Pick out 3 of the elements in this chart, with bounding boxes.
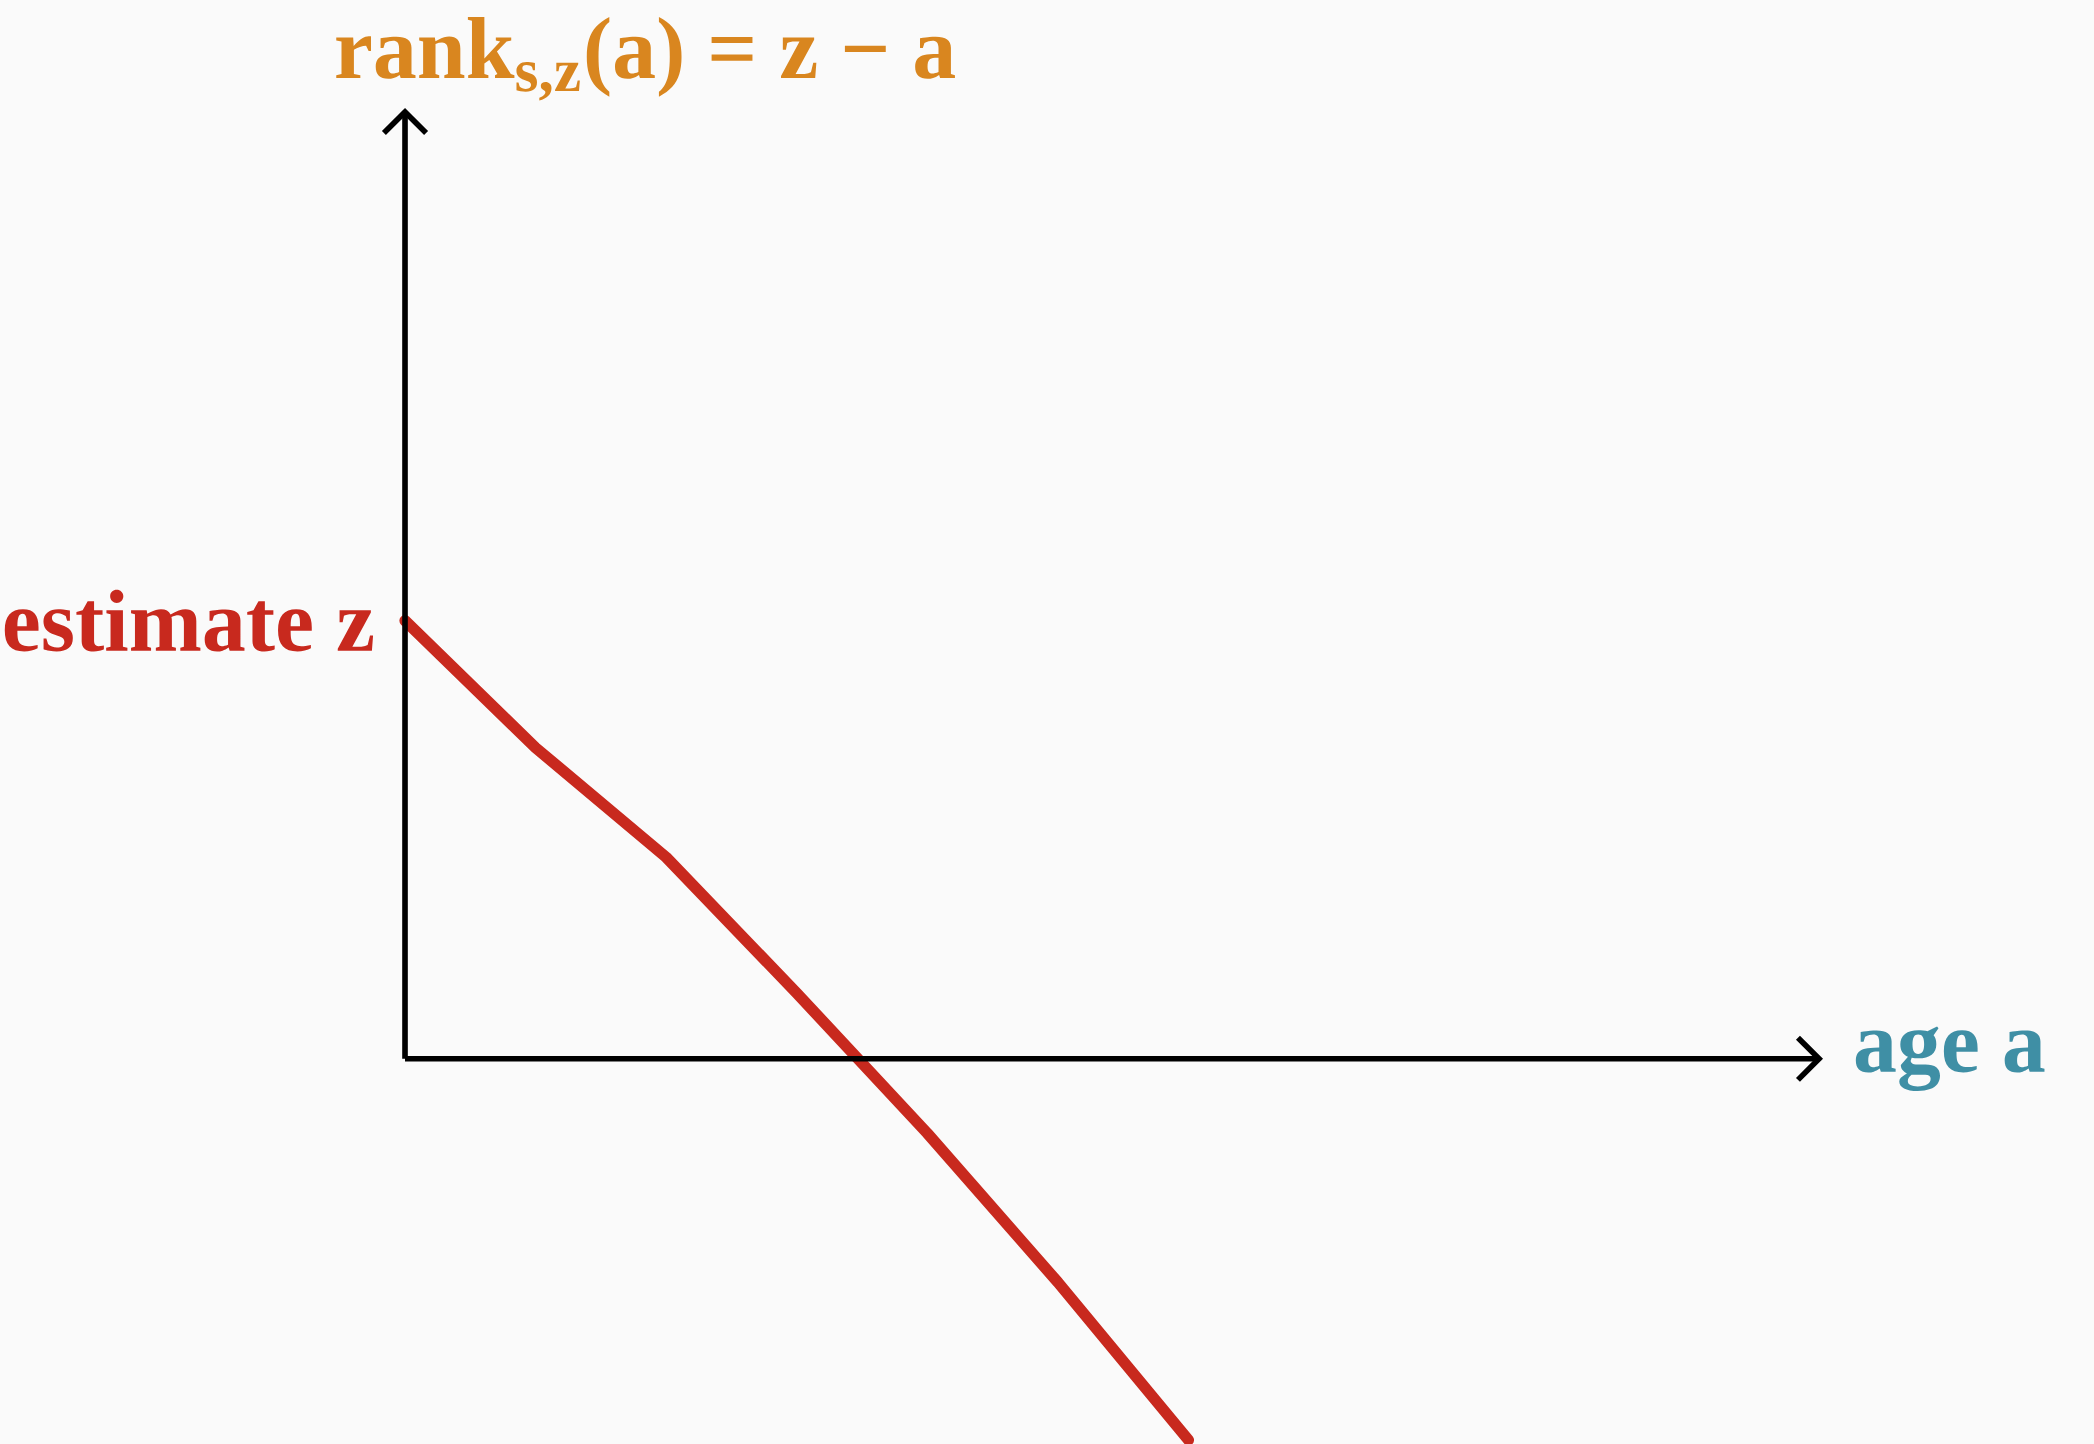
x-axis-title: age a: [1855, 1026, 2045, 1092]
text: estimate z: [4, 589, 374, 652]
text: rank$_{s,z}$(a) = z − a: [336, 17, 955, 101]
